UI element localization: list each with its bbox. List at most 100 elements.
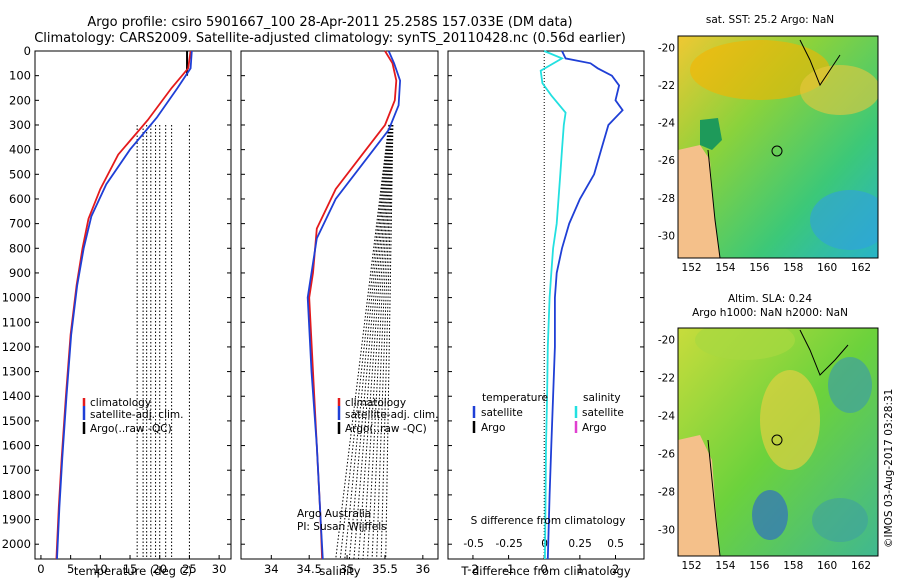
argo-profile bbox=[380, 124, 394, 560]
map-ticks: 152 154 156 158 160 162 -20 -22 -24 -26 -28 -30 152 1… bbox=[658, 42, 871, 572]
series-s-satellite bbox=[539, 50, 567, 560]
difference-legend: temperature salinity satellite Argo sate… bbox=[472, 392, 624, 434]
y-tick-label: 300 bbox=[9, 118, 31, 132]
sla-map-title2: Argo h1000: NaN h2000: NaN bbox=[692, 307, 848, 319]
series-satellite-adj-clim- bbox=[306, 50, 402, 560]
argo-location-marker bbox=[771, 434, 783, 446]
y-tick-label: 0 bbox=[24, 44, 31, 58]
y-tick-label: 100 bbox=[9, 69, 31, 83]
salinity-panel-frame bbox=[240, 50, 439, 560]
y-tick-label: 700 bbox=[9, 217, 31, 231]
x2-tick-label: -0.5 bbox=[463, 538, 484, 550]
argo-profile bbox=[357, 124, 392, 560]
map-lon-tick: 156 bbox=[749, 262, 769, 274]
temperature-legend: climatology satellite-adj. clim. Argo(..… bbox=[82, 397, 183, 435]
y-tick-label: 1000 bbox=[2, 291, 31, 305]
salinity-legend: climatology satellite-adj. clim. Argo(..… bbox=[297, 397, 438, 533]
legend-label-climatology: climatology bbox=[345, 397, 406, 409]
argo-profile bbox=[335, 124, 390, 560]
legend-label-satellite: satellite-adj. clim. bbox=[345, 409, 438, 421]
x-tick-label: 20 bbox=[152, 562, 167, 576]
x-tick-label: 30 bbox=[212, 562, 227, 576]
sla-map-title1: Altim. SLA: 0.24 bbox=[728, 293, 812, 305]
y-tick-label: 800 bbox=[9, 241, 31, 255]
legend-label-t-argo: Argo bbox=[481, 422, 505, 434]
salinity-xlabel: salinity bbox=[319, 564, 360, 578]
legend-label-satellite: satellite-adj. clim. bbox=[90, 409, 183, 421]
x-tick-label: 34.5 bbox=[296, 562, 322, 576]
y-tick-label: 200 bbox=[9, 93, 31, 107]
map-lon-tick: 154 bbox=[715, 262, 735, 274]
y-tick-label: 1100 bbox=[2, 315, 31, 329]
x-tick-label: 35 bbox=[340, 562, 355, 576]
map-lat-tick: -22 bbox=[658, 372, 675, 384]
map-lon-tick: 154 bbox=[715, 560, 735, 572]
y-tick-label: 1300 bbox=[2, 365, 31, 379]
y-tick-label: 1200 bbox=[2, 340, 31, 354]
x-tick-label: 34 bbox=[264, 562, 279, 576]
temperature-xlabel: temperature (deg C) bbox=[74, 564, 192, 578]
y-tick-label: 600 bbox=[9, 192, 31, 206]
x-tick-label: 0 bbox=[37, 562, 44, 576]
legend-heading-temperature: temperature bbox=[482, 392, 548, 404]
x2-tick-label: 0.5 bbox=[607, 538, 624, 550]
map-lon-tick: 152 bbox=[682, 262, 702, 274]
legend-label-s-argo: Argo bbox=[582, 422, 606, 434]
temperature-panel-frame bbox=[34, 50, 232, 560]
argo-profile bbox=[353, 124, 391, 560]
series-climatology bbox=[55, 50, 192, 560]
y-tick-label: 1600 bbox=[2, 439, 31, 453]
legend-label-s-satellite: satellite bbox=[582, 407, 624, 419]
argo-profile bbox=[371, 124, 393, 560]
y-tick-label: 1800 bbox=[2, 488, 31, 502]
y-tick-label: 500 bbox=[9, 167, 31, 181]
argo-profile bbox=[376, 124, 393, 560]
header-line2: Climatology: CARS2009. Satellite-adjuste… bbox=[34, 31, 626, 46]
sst-map-frame bbox=[677, 35, 879, 259]
map-lat-tick: -24 bbox=[658, 118, 675, 130]
y-tick-label: 1700 bbox=[2, 463, 31, 477]
argo-location-marker bbox=[771, 145, 783, 157]
footer-credit: ©IMOS 03-Aug-2017 03:28:31 bbox=[883, 389, 895, 548]
salinity-chart: 34 34.5 35 35.5 36 bbox=[241, 50, 438, 576]
x-tick-label: 1 bbox=[576, 562, 583, 576]
map-lat-tick: -28 bbox=[658, 486, 675, 498]
y-tick-label: 900 bbox=[9, 266, 31, 280]
y-tick-label: 2000 bbox=[2, 537, 31, 551]
map-lon-tick: 162 bbox=[851, 560, 871, 572]
map-lon-tick: 162 bbox=[851, 262, 871, 274]
map-lat-tick: -28 bbox=[658, 193, 675, 205]
map-lon-tick: 158 bbox=[783, 262, 803, 274]
y-tick-label: 400 bbox=[9, 143, 31, 157]
y-tick-label: 1400 bbox=[2, 389, 31, 403]
map-lon-tick: 160 bbox=[817, 262, 837, 274]
argo-profile bbox=[348, 124, 391, 560]
sst-map-title: sat. SST: 25.2 Argo: NaN bbox=[706, 14, 834, 26]
map-lon-tick: 152 bbox=[682, 560, 702, 572]
legend-label-argo: Argo(..raw -QC) bbox=[90, 423, 172, 435]
x-tick-label: 2 bbox=[612, 562, 619, 576]
credit-line1: Argo Australia bbox=[297, 508, 371, 520]
map-lat-tick: -26 bbox=[658, 448, 675, 460]
x-tick-label: 35.5 bbox=[372, 562, 398, 576]
legend-label-climatology: climatology bbox=[90, 397, 151, 409]
x2-tick-label: -0.25 bbox=[495, 538, 522, 550]
map-lat-tick: -26 bbox=[658, 155, 675, 167]
map-lat-tick: -20 bbox=[658, 334, 675, 346]
map-lon-tick: 156 bbox=[749, 560, 769, 572]
x-tick-label: 15 bbox=[123, 562, 138, 576]
sla-map bbox=[678, 328, 878, 556]
y-tick-label: 1900 bbox=[2, 513, 31, 527]
difference-xlabel2: S difference from climatology bbox=[471, 515, 626, 527]
map-lon-tick: 160 bbox=[817, 560, 837, 572]
map-lat-tick: -30 bbox=[658, 524, 675, 536]
argo-profile bbox=[344, 124, 391, 560]
credit-line2: PI: Susan Wijffels bbox=[297, 521, 387, 533]
sla-map-frame bbox=[677, 327, 879, 557]
y-tick-label: 1500 bbox=[2, 414, 31, 428]
legend-label-t-satellite: satellite bbox=[481, 407, 523, 419]
series-satellite-adj-clim- bbox=[56, 50, 193, 560]
temperature-chart: 0 5 10 15 20 25 300100200300400500600700800900… bbox=[2, 44, 231, 576]
